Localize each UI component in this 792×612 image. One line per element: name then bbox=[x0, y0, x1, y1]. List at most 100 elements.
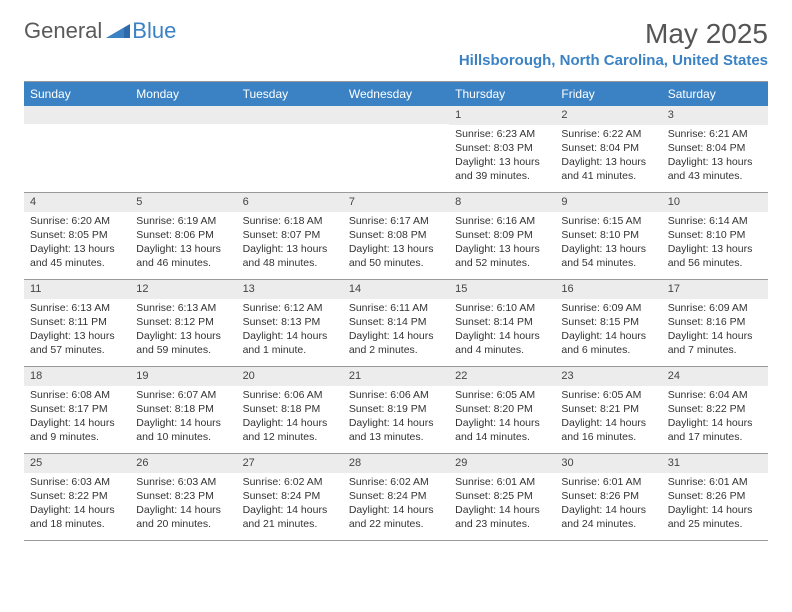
daylight-text: Daylight: 13 hours and 54 minutes. bbox=[561, 242, 655, 270]
day-number: 11 bbox=[24, 280, 130, 299]
day-number: 9 bbox=[555, 193, 661, 212]
sunrise-text: Sunrise: 6:14 AM bbox=[668, 214, 762, 228]
sunrise-text: Sunrise: 6:02 AM bbox=[349, 475, 443, 489]
weekday-saturday: Saturday bbox=[662, 82, 768, 106]
day-cell: 14Sunrise: 6:11 AMSunset: 8:14 PMDayligh… bbox=[343, 280, 449, 366]
sunset-text: Sunset: 8:21 PM bbox=[561, 402, 655, 416]
daylight-text: Daylight: 14 hours and 12 minutes. bbox=[243, 416, 337, 444]
sunset-text: Sunset: 8:10 PM bbox=[668, 228, 762, 242]
day-content: Sunrise: 6:23 AMSunset: 8:03 PMDaylight:… bbox=[449, 125, 555, 188]
sunset-text: Sunset: 8:25 PM bbox=[455, 489, 549, 503]
sunset-text: Sunset: 8:03 PM bbox=[455, 141, 549, 155]
day-content: Sunrise: 6:01 AMSunset: 8:26 PMDaylight:… bbox=[555, 473, 661, 536]
daylight-text: Daylight: 14 hours and 14 minutes. bbox=[455, 416, 549, 444]
day-number: 14 bbox=[343, 280, 449, 299]
day-cell: 21Sunrise: 6:06 AMSunset: 8:19 PMDayligh… bbox=[343, 367, 449, 453]
sunset-text: Sunset: 8:22 PM bbox=[30, 489, 124, 503]
day-number: 28 bbox=[343, 454, 449, 473]
day-content: Sunrise: 6:20 AMSunset: 8:05 PMDaylight:… bbox=[24, 212, 130, 275]
day-content: Sunrise: 6:09 AMSunset: 8:15 PMDaylight:… bbox=[555, 299, 661, 362]
day-content: Sunrise: 6:08 AMSunset: 8:17 PMDaylight:… bbox=[24, 386, 130, 449]
day-number: 5 bbox=[130, 193, 236, 212]
day-number: 29 bbox=[449, 454, 555, 473]
day-cell: 17Sunrise: 6:09 AMSunset: 8:16 PMDayligh… bbox=[662, 280, 768, 366]
daylight-text: Daylight: 13 hours and 41 minutes. bbox=[561, 155, 655, 183]
daylight-text: Daylight: 13 hours and 48 minutes. bbox=[243, 242, 337, 270]
weekday-tuesday: Tuesday bbox=[237, 82, 343, 106]
day-cell bbox=[343, 106, 449, 192]
weekday-header-row: SundayMondayTuesdayWednesdayThursdayFrid… bbox=[24, 82, 768, 106]
day-cell: 22Sunrise: 6:05 AMSunset: 8:20 PMDayligh… bbox=[449, 367, 555, 453]
weeks-container: 1Sunrise: 6:23 AMSunset: 8:03 PMDaylight… bbox=[24, 106, 768, 541]
daylight-text: Daylight: 13 hours and 50 minutes. bbox=[349, 242, 443, 270]
day-content: Sunrise: 6:07 AMSunset: 8:18 PMDaylight:… bbox=[130, 386, 236, 449]
sunrise-text: Sunrise: 6:04 AM bbox=[668, 388, 762, 402]
daylight-text: Daylight: 14 hours and 18 minutes. bbox=[30, 503, 124, 531]
day-number-empty bbox=[237, 106, 343, 124]
day-number: 4 bbox=[24, 193, 130, 212]
daylight-text: Daylight: 13 hours and 45 minutes. bbox=[30, 242, 124, 270]
day-number: 26 bbox=[130, 454, 236, 473]
daylight-text: Daylight: 13 hours and 43 minutes. bbox=[668, 155, 762, 183]
day-cell: 23Sunrise: 6:05 AMSunset: 8:21 PMDayligh… bbox=[555, 367, 661, 453]
day-cell bbox=[130, 106, 236, 192]
daylight-text: Daylight: 14 hours and 2 minutes. bbox=[349, 329, 443, 357]
weekday-wednesday: Wednesday bbox=[343, 82, 449, 106]
sunrise-text: Sunrise: 6:08 AM bbox=[30, 388, 124, 402]
sunrise-text: Sunrise: 6:19 AM bbox=[136, 214, 230, 228]
day-content: Sunrise: 6:02 AMSunset: 8:24 PMDaylight:… bbox=[343, 473, 449, 536]
sunset-text: Sunset: 8:24 PM bbox=[243, 489, 337, 503]
week-row: 25Sunrise: 6:03 AMSunset: 8:22 PMDayligh… bbox=[24, 454, 768, 541]
sunset-text: Sunset: 8:08 PM bbox=[349, 228, 443, 242]
sunset-text: Sunset: 8:19 PM bbox=[349, 402, 443, 416]
day-cell: 2Sunrise: 6:22 AMSunset: 8:04 PMDaylight… bbox=[555, 106, 661, 192]
sunset-text: Sunset: 8:12 PM bbox=[136, 315, 230, 329]
day-content: Sunrise: 6:17 AMSunset: 8:08 PMDaylight:… bbox=[343, 212, 449, 275]
day-content: Sunrise: 6:13 AMSunset: 8:11 PMDaylight:… bbox=[24, 299, 130, 362]
sunrise-text: Sunrise: 6:10 AM bbox=[455, 301, 549, 315]
sunset-text: Sunset: 8:15 PM bbox=[561, 315, 655, 329]
day-content: Sunrise: 6:06 AMSunset: 8:19 PMDaylight:… bbox=[343, 386, 449, 449]
sunset-text: Sunset: 8:14 PM bbox=[455, 315, 549, 329]
sunrise-text: Sunrise: 6:11 AM bbox=[349, 301, 443, 315]
sunrise-text: Sunrise: 6:22 AM bbox=[561, 127, 655, 141]
day-cell: 3Sunrise: 6:21 AMSunset: 8:04 PMDaylight… bbox=[662, 106, 768, 192]
day-cell: 29Sunrise: 6:01 AMSunset: 8:25 PMDayligh… bbox=[449, 454, 555, 540]
day-number: 31 bbox=[662, 454, 768, 473]
sunset-text: Sunset: 8:17 PM bbox=[30, 402, 124, 416]
daylight-text: Daylight: 14 hours and 7 minutes. bbox=[668, 329, 762, 357]
day-cell: 25Sunrise: 6:03 AMSunset: 8:22 PMDayligh… bbox=[24, 454, 130, 540]
day-number: 15 bbox=[449, 280, 555, 299]
day-number: 8 bbox=[449, 193, 555, 212]
day-content: Sunrise: 6:12 AMSunset: 8:13 PMDaylight:… bbox=[237, 299, 343, 362]
sunset-text: Sunset: 8:18 PM bbox=[136, 402, 230, 416]
week-row: 11Sunrise: 6:13 AMSunset: 8:11 PMDayligh… bbox=[24, 280, 768, 367]
day-content: Sunrise: 6:10 AMSunset: 8:14 PMDaylight:… bbox=[449, 299, 555, 362]
sunrise-text: Sunrise: 6:18 AM bbox=[243, 214, 337, 228]
day-cell: 16Sunrise: 6:09 AMSunset: 8:15 PMDayligh… bbox=[555, 280, 661, 366]
day-content: Sunrise: 6:02 AMSunset: 8:24 PMDaylight:… bbox=[237, 473, 343, 536]
sunset-text: Sunset: 8:05 PM bbox=[30, 228, 124, 242]
logo-text-2: Blue bbox=[132, 18, 176, 44]
day-number: 21 bbox=[343, 367, 449, 386]
sunset-text: Sunset: 8:06 PM bbox=[136, 228, 230, 242]
day-content: Sunrise: 6:15 AMSunset: 8:10 PMDaylight:… bbox=[555, 212, 661, 275]
calendar: SundayMondayTuesdayWednesdayThursdayFrid… bbox=[24, 81, 768, 541]
sunset-text: Sunset: 8:09 PM bbox=[455, 228, 549, 242]
day-content: Sunrise: 6:01 AMSunset: 8:26 PMDaylight:… bbox=[662, 473, 768, 536]
daylight-text: Daylight: 14 hours and 13 minutes. bbox=[349, 416, 443, 444]
sunrise-text: Sunrise: 6:03 AM bbox=[30, 475, 124, 489]
sunset-text: Sunset: 8:04 PM bbox=[561, 141, 655, 155]
day-content: Sunrise: 6:19 AMSunset: 8:06 PMDaylight:… bbox=[130, 212, 236, 275]
title-block: May 2025 Hillsborough, North Carolina, U… bbox=[459, 18, 768, 69]
day-cell: 27Sunrise: 6:02 AMSunset: 8:24 PMDayligh… bbox=[237, 454, 343, 540]
daylight-text: Daylight: 14 hours and 25 minutes. bbox=[668, 503, 762, 531]
day-content: Sunrise: 6:22 AMSunset: 8:04 PMDaylight:… bbox=[555, 125, 661, 188]
day-content: Sunrise: 6:06 AMSunset: 8:18 PMDaylight:… bbox=[237, 386, 343, 449]
day-number: 10 bbox=[662, 193, 768, 212]
sunrise-text: Sunrise: 6:06 AM bbox=[243, 388, 337, 402]
weekday-monday: Monday bbox=[130, 82, 236, 106]
sunrise-text: Sunrise: 6:05 AM bbox=[455, 388, 549, 402]
daylight-text: Daylight: 14 hours and 10 minutes. bbox=[136, 416, 230, 444]
sunrise-text: Sunrise: 6:09 AM bbox=[668, 301, 762, 315]
